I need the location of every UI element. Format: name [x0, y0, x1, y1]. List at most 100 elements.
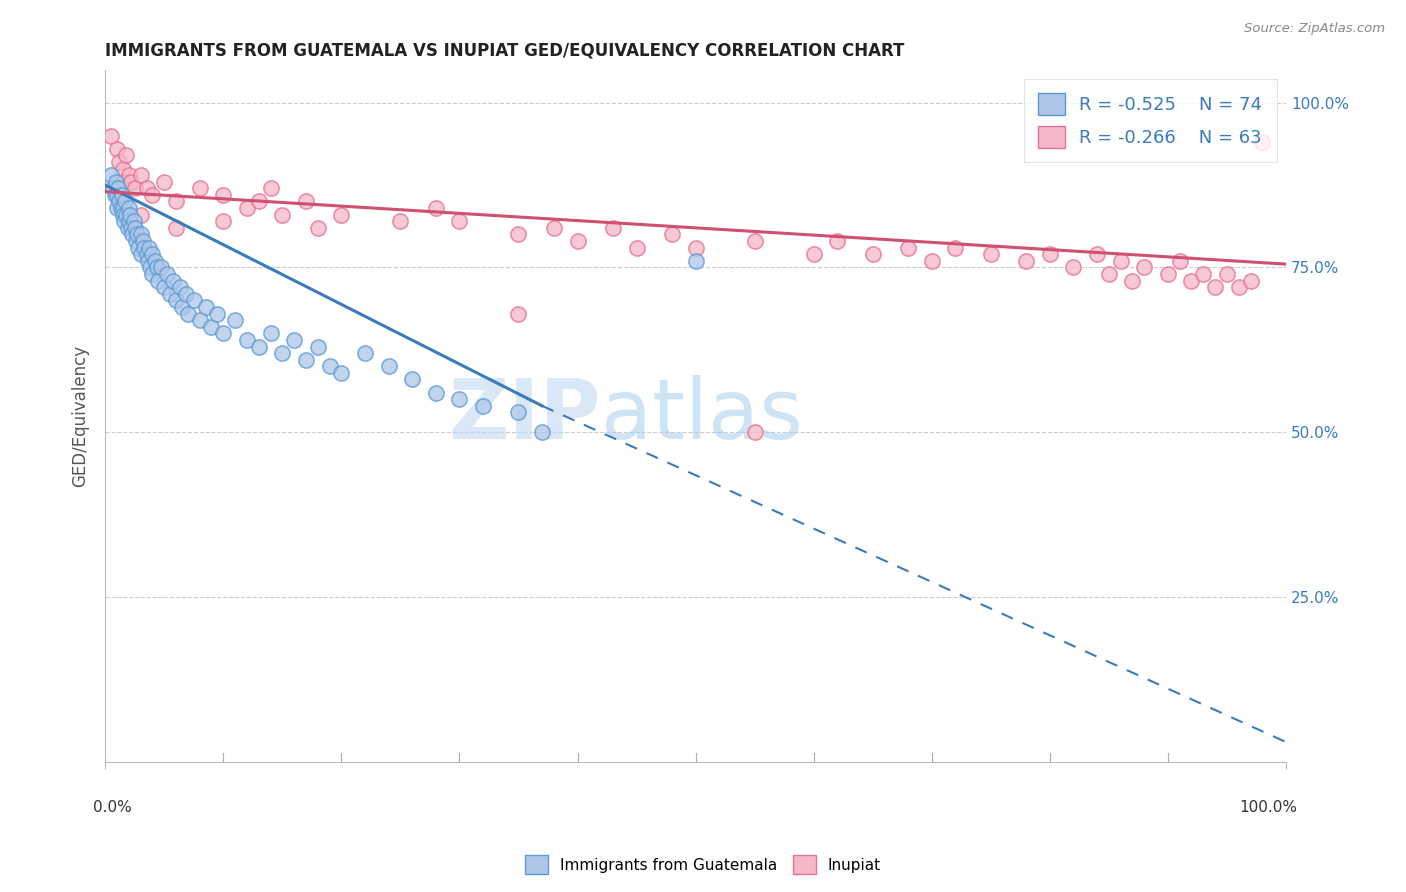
- Point: [543, 220, 565, 235]
- Point: [134, 241, 156, 255]
- Point: [271, 208, 294, 222]
- Point: [148, 274, 170, 288]
- Point: [149, 260, 172, 275]
- Point: [105, 142, 128, 156]
- Point: [354, 346, 377, 360]
- Point: [1133, 260, 1156, 275]
- Legend: Immigrants from Guatemala, Inupiat: Immigrants from Guatemala, Inupiat: [519, 849, 887, 880]
- Point: [307, 220, 329, 235]
- Point: [118, 168, 141, 182]
- Point: [1109, 253, 1132, 268]
- Point: [449, 392, 471, 407]
- Point: [449, 214, 471, 228]
- Point: [602, 220, 624, 235]
- Point: [1227, 280, 1250, 294]
- Text: 0.0%: 0.0%: [93, 800, 132, 815]
- Point: [389, 214, 412, 228]
- Point: [425, 201, 447, 215]
- Point: [247, 339, 270, 353]
- Point: [188, 181, 211, 195]
- Point: [401, 372, 423, 386]
- Point: [1098, 267, 1121, 281]
- Point: [744, 234, 766, 248]
- Point: [124, 220, 146, 235]
- Point: [111, 161, 134, 176]
- Point: [141, 187, 163, 202]
- Point: [124, 181, 146, 195]
- Point: [177, 307, 200, 321]
- Point: [661, 227, 683, 242]
- Point: [105, 187, 128, 202]
- Point: [136, 253, 159, 268]
- Point: [827, 234, 849, 248]
- Point: [271, 346, 294, 360]
- Point: [330, 208, 353, 222]
- Point: [129, 168, 152, 182]
- Point: [295, 194, 318, 209]
- Point: [153, 175, 176, 189]
- Point: [685, 241, 707, 255]
- Point: [169, 280, 191, 294]
- Point: [111, 201, 134, 215]
- Point: [921, 253, 943, 268]
- Point: [1168, 253, 1191, 268]
- Point: [174, 286, 197, 301]
- Point: [377, 359, 399, 374]
- Point: [118, 208, 141, 222]
- Point: [146, 260, 169, 275]
- Point: [508, 405, 530, 419]
- Point: [156, 267, 179, 281]
- Point: [1251, 135, 1274, 149]
- Point: [803, 247, 825, 261]
- Point: [127, 227, 149, 242]
- Point: [138, 241, 160, 255]
- Point: [129, 208, 152, 222]
- Point: [159, 286, 181, 301]
- Point: [212, 214, 235, 228]
- Point: [207, 307, 229, 321]
- Point: [129, 227, 152, 242]
- Point: [295, 352, 318, 367]
- Point: [259, 326, 281, 341]
- Point: [108, 155, 131, 169]
- Point: [236, 333, 259, 347]
- Point: [121, 227, 143, 242]
- Point: [165, 220, 187, 235]
- Point: [212, 187, 235, 202]
- Point: [125, 234, 148, 248]
- Point: [114, 194, 136, 209]
- Point: [1239, 274, 1261, 288]
- Point: [129, 247, 152, 261]
- Point: [117, 220, 139, 235]
- Point: [122, 214, 145, 228]
- Point: [1085, 247, 1108, 261]
- Point: [118, 214, 141, 228]
- Point: [531, 425, 554, 440]
- Point: [115, 148, 138, 162]
- Point: [183, 293, 205, 308]
- Point: [120, 175, 142, 189]
- Point: [283, 333, 305, 347]
- Point: [165, 293, 187, 308]
- Point: [567, 234, 589, 248]
- Point: [111, 187, 134, 202]
- Point: [141, 267, 163, 281]
- Point: [425, 385, 447, 400]
- Text: Source: ZipAtlas.com: Source: ZipAtlas.com: [1244, 22, 1385, 36]
- Point: [162, 274, 184, 288]
- Point: [1204, 280, 1226, 294]
- Point: [1180, 274, 1202, 288]
- Point: [118, 201, 141, 215]
- Point: [111, 175, 134, 189]
- Point: [141, 247, 163, 261]
- Point: [1216, 267, 1239, 281]
- Point: [120, 220, 142, 235]
- Y-axis label: GED/Equivalency: GED/Equivalency: [72, 344, 89, 487]
- Point: [139, 260, 162, 275]
- Point: [318, 359, 340, 374]
- Point: [135, 247, 157, 261]
- Point: [307, 339, 329, 353]
- Point: [112, 214, 135, 228]
- Point: [108, 194, 131, 209]
- Text: ZIP: ZIP: [449, 376, 602, 456]
